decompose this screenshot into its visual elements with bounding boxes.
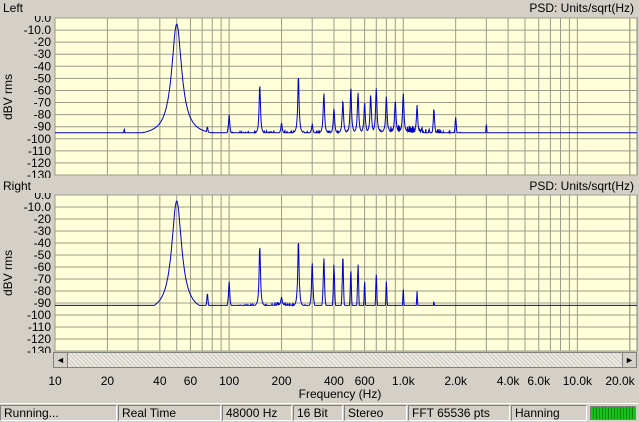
x-tick-label: 4.0k bbox=[497, 374, 520, 388]
scroll-track[interactable] bbox=[68, 353, 622, 367]
x-tick-label: 600 bbox=[355, 374, 375, 388]
horizontal-scrollbar[interactable]: ◄ ► bbox=[53, 352, 637, 368]
status-mode[interactable]: Real Time bbox=[118, 405, 221, 421]
plot-area bbox=[55, 195, 637, 351]
y-tick-label: -130 bbox=[27, 344, 51, 353]
right-panel-title: Right bbox=[3, 179, 31, 193]
plot-area bbox=[55, 18, 637, 175]
x-tick-label: 2.0k bbox=[444, 374, 467, 388]
scroll-right-arrow-icon[interactable]: ► bbox=[622, 353, 636, 367]
x-tick-label: 400 bbox=[324, 374, 344, 388]
right-panel-units: PSD: Units/sqrt(Hz) bbox=[529, 179, 634, 193]
status-sample-rate[interactable]: 48000 Hz bbox=[222, 405, 292, 421]
left-spectrum-plot[interactable]: 0.0-10.0-20-30-40-50-60-70-80-90-100-110… bbox=[0, 16, 639, 178]
x-tick-label: 10.0k bbox=[563, 374, 592, 388]
x-tick-label: 6.0k bbox=[527, 374, 550, 388]
y-tick-label: -130 bbox=[27, 168, 51, 178]
frequency-axis-label: Frequency (Hz) bbox=[0, 387, 639, 401]
status-fft-size[interactable]: FFT 65536 pts bbox=[408, 405, 510, 421]
x-tick-label: 60 bbox=[184, 374, 197, 388]
x-tick-label: 100 bbox=[219, 374, 239, 388]
level-meter-icon bbox=[590, 406, 636, 420]
left-panel-title: Left bbox=[3, 1, 23, 15]
status-window[interactable]: Hanning bbox=[511, 405, 587, 421]
right-spectrum-plot[interactable]: 0.0-10.0-20-30-40-50-60-70-80-90-100-110… bbox=[0, 193, 639, 353]
frequency-axis: Frequency (Hz) 10 20 40 60 100 200 400 600 1.0k 2… bbox=[0, 370, 639, 402]
scroll-left-arrow-icon[interactable]: ◄ bbox=[54, 353, 68, 367]
x-tick-label: 1.0k bbox=[392, 374, 415, 388]
x-tick-label: 20 bbox=[101, 374, 114, 388]
status-channels[interactable]: Stereo bbox=[344, 405, 407, 421]
x-tick-label: 20.0k bbox=[605, 374, 634, 388]
x-tick-label: 10 bbox=[48, 374, 61, 388]
x-tick-label: 200 bbox=[272, 374, 292, 388]
status-bar: Running... Real Time 48000 Hz 16 Bit Ste… bbox=[0, 403, 639, 422]
left-panel-header: Left PSD: Units/sqrt(Hz) bbox=[0, 0, 639, 16]
right-panel-header: Right PSD: Units/sqrt(Hz) bbox=[0, 178, 639, 194]
status-state: Running... bbox=[0, 405, 117, 421]
status-bit-depth[interactable]: 16 Bit bbox=[293, 405, 343, 421]
x-tick-label: 40 bbox=[153, 374, 166, 388]
left-panel-units: PSD: Units/sqrt(Hz) bbox=[529, 1, 634, 15]
